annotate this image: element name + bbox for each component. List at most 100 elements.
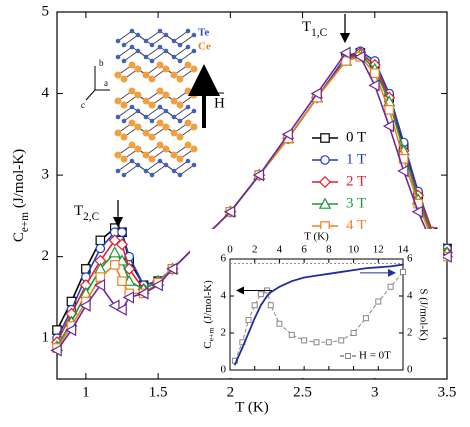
legend-marker bbox=[320, 133, 330, 143]
y-axis-label: Ce+m (J/mol-K) bbox=[11, 149, 30, 242]
atom bbox=[177, 58, 183, 64]
marker bbox=[400, 268, 406, 275]
atom bbox=[157, 28, 163, 34]
marker bbox=[368, 79, 380, 92]
x-tick-label: 14 bbox=[398, 244, 410, 256]
bond bbox=[123, 34, 195, 46]
atom bbox=[115, 54, 121, 60]
point bbox=[259, 304, 262, 307]
marker bbox=[413, 198, 423, 209]
atom bbox=[162, 65, 170, 73]
bond bbox=[117, 106, 189, 118]
x-tick-label: 12 bbox=[373, 244, 384, 256]
atom bbox=[157, 158, 163, 164]
label-unit: (J/mol-K) bbox=[202, 280, 214, 324]
atom bbox=[156, 61, 164, 69]
atom bbox=[120, 101, 128, 109]
atom bbox=[176, 133, 184, 141]
bond bbox=[123, 68, 195, 80]
marker bbox=[123, 262, 136, 275]
atom bbox=[156, 119, 164, 127]
x-tick-label: 3.5 bbox=[438, 384, 457, 400]
bond bbox=[117, 64, 189, 76]
x-tick-label: 1 bbox=[82, 384, 90, 400]
marker bbox=[122, 291, 135, 304]
bond bbox=[123, 164, 195, 176]
label-main: C bbox=[202, 341, 214, 348]
marker bbox=[313, 339, 320, 346]
marker bbox=[310, 87, 322, 100]
marker bbox=[387, 283, 394, 290]
bond bbox=[123, 94, 195, 106]
x-tick-label: 3 bbox=[371, 384, 379, 400]
label-main: T bbox=[74, 203, 83, 219]
atom bbox=[162, 123, 170, 131]
marker bbox=[108, 234, 121, 247]
atom bbox=[121, 42, 127, 48]
marker bbox=[151, 278, 163, 292]
point bbox=[315, 274, 318, 277]
point bbox=[352, 269, 355, 271]
atom bbox=[121, 118, 127, 124]
y2-tick-label: 6 bbox=[407, 253, 413, 265]
x-tick-label: 2 bbox=[227, 384, 235, 400]
marker bbox=[95, 272, 106, 282]
x-tick-label: 0 bbox=[227, 244, 233, 256]
point bbox=[241, 346, 244, 349]
atom bbox=[129, 44, 135, 50]
atom bbox=[143, 114, 149, 120]
legend-label: 0 T bbox=[346, 129, 366, 145]
atom bbox=[191, 32, 197, 38]
atom bbox=[185, 44, 191, 50]
atom bbox=[171, 168, 177, 174]
x-tick-label: 8 bbox=[326, 244, 332, 256]
point bbox=[327, 272, 330, 275]
annotation: T2,C bbox=[74, 203, 99, 222]
marker bbox=[350, 330, 357, 336]
x-tick-label: 6 bbox=[301, 244, 307, 256]
y2-axis-label: S (J/mol-K) bbox=[417, 288, 429, 341]
bond bbox=[117, 144, 189, 156]
x-tick-label: 1.5 bbox=[149, 384, 168, 400]
point bbox=[389, 265, 392, 268]
atom bbox=[177, 172, 183, 178]
atom bbox=[184, 61, 192, 69]
atom bbox=[114, 71, 122, 79]
legend-marker bbox=[345, 353, 351, 359]
atom bbox=[170, 97, 178, 105]
atom bbox=[129, 28, 135, 34]
atom bbox=[143, 54, 149, 60]
legend-label: 1 T bbox=[346, 151, 366, 167]
atom bbox=[142, 129, 150, 137]
label-sub: e+m bbox=[206, 328, 215, 342]
x-tick-label: 2 bbox=[252, 244, 258, 256]
inset-frame bbox=[229, 258, 404, 371]
y-tick-label: 4 bbox=[42, 85, 50, 101]
label-sub: e+m bbox=[18, 212, 30, 232]
atom bbox=[135, 162, 141, 168]
atom bbox=[170, 71, 178, 79]
atom bbox=[185, 158, 191, 164]
bond bbox=[117, 46, 189, 58]
point bbox=[266, 295, 268, 297]
atom bbox=[176, 75, 184, 83]
y-tick-label: 2 bbox=[42, 248, 50, 264]
atom bbox=[157, 104, 163, 110]
marker bbox=[267, 302, 274, 309]
legend-marker bbox=[318, 175, 332, 189]
y-tick-label: 0 bbox=[221, 364, 227, 376]
point bbox=[303, 276, 306, 279]
atom bbox=[128, 87, 136, 95]
atom bbox=[190, 145, 198, 153]
marker bbox=[339, 46, 351, 59]
bond bbox=[117, 160, 189, 172]
y-tick-label: 3 bbox=[42, 167, 50, 183]
label-main: T bbox=[302, 19, 311, 35]
atom bbox=[157, 44, 163, 50]
x-axis-label: T (K) bbox=[304, 231, 329, 243]
point bbox=[340, 271, 343, 273]
atom bbox=[129, 104, 135, 110]
legend-label: H = 0T bbox=[359, 350, 391, 362]
marker bbox=[288, 331, 295, 338]
marker bbox=[338, 337, 345, 344]
